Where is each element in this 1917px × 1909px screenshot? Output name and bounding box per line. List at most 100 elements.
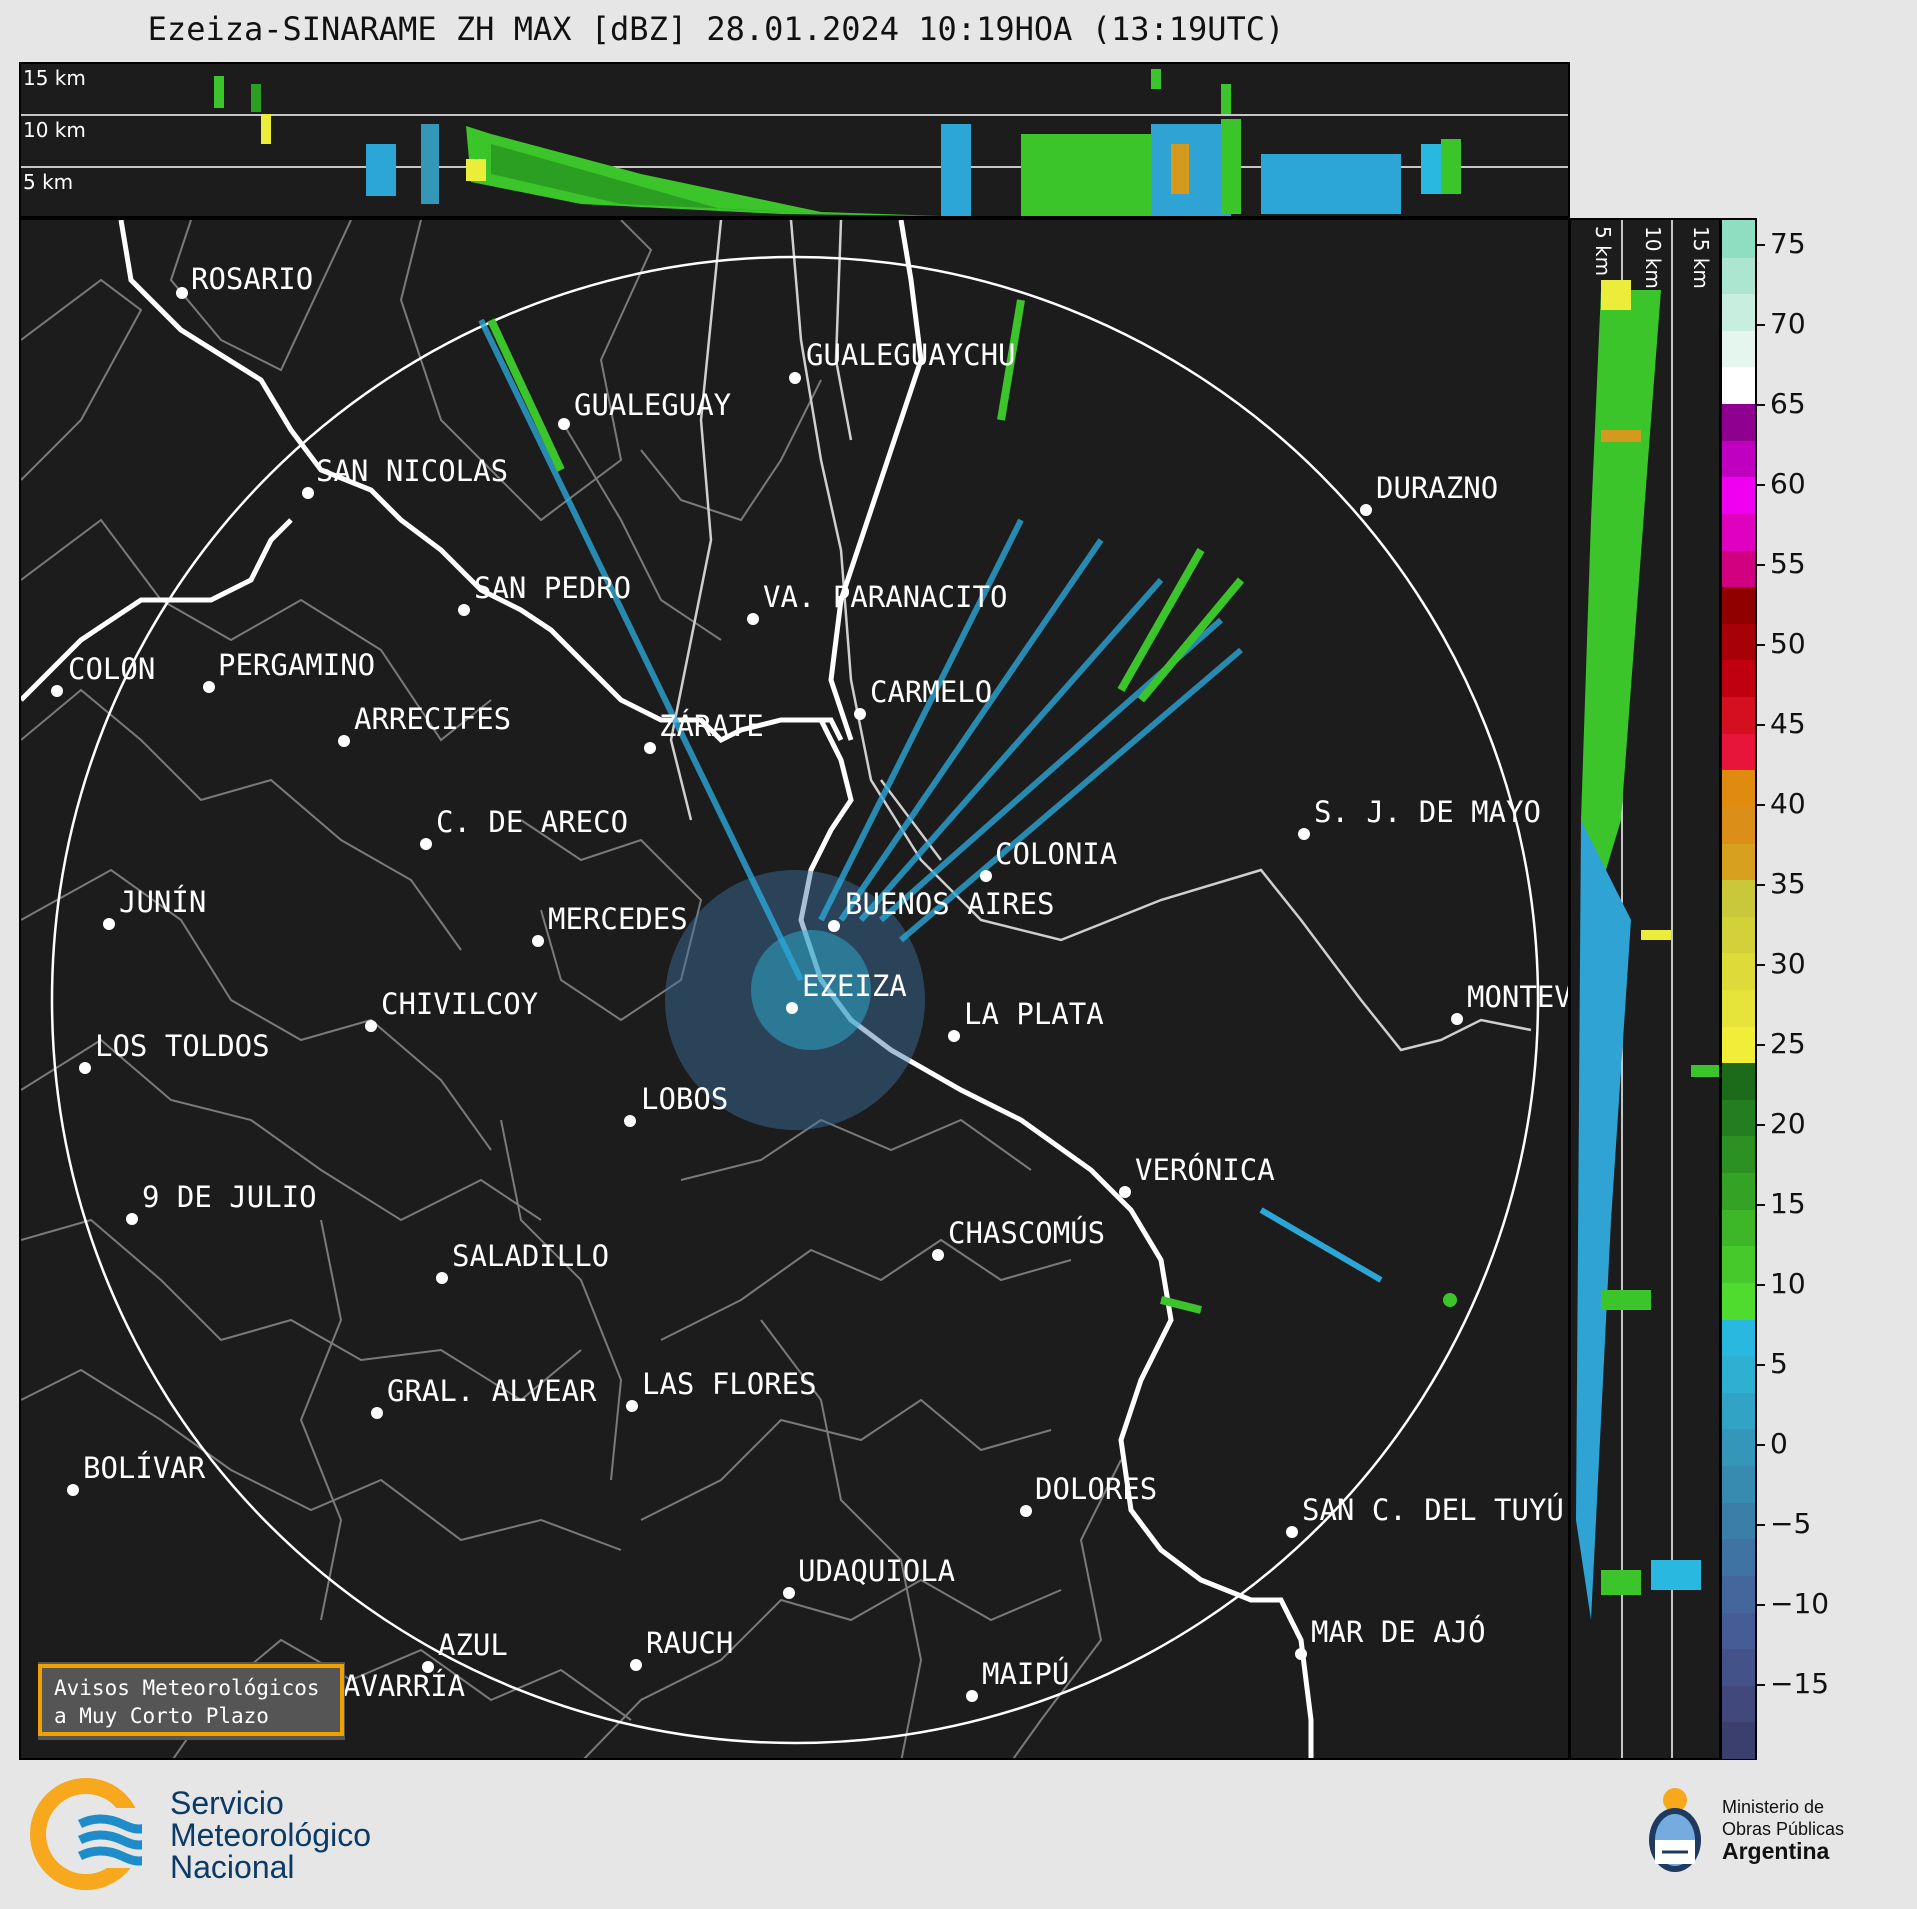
colorbar-segment (1722, 1428, 1755, 1467)
city-label-chascomus: CHASCOMÚS (948, 1216, 1106, 1250)
colorbar-segment (1722, 952, 1755, 990)
city-label-los-toldos: LOS TOLDOS (95, 1029, 270, 1063)
colorbar-segment (1722, 915, 1755, 954)
city-label-zarate: ZÁRATE (659, 709, 764, 743)
city-dot-s-j-de-mayo (1298, 828, 1310, 840)
city-dot-durazno (1360, 504, 1372, 516)
city-label-azul: AZUL (438, 1628, 508, 1662)
city-dot-carmelo (854, 708, 866, 720)
city-dot-arrecifes (338, 735, 350, 747)
city-dot-gualeguay (558, 418, 570, 430)
colorbar-segment (1722, 696, 1755, 734)
colorbar-segment (1722, 769, 1755, 807)
height-label-10km: 10 km (23, 118, 86, 142)
city-dot-bolivar (67, 1484, 79, 1496)
city-label-san-pedro: SAN PEDRO (474, 571, 632, 605)
ministry-line3: Argentina (1722, 1838, 1830, 1864)
city-dot-san-nicolas (302, 487, 314, 499)
colorbar-tick-mark (1757, 1684, 1765, 1686)
avisos-box-bg (38, 1662, 345, 1740)
city-label-ezeiza: EZEIZA (802, 969, 907, 1003)
colorbar-tick-mark (1757, 1524, 1765, 1526)
cross-section-ew-plot (21, 69, 1568, 216)
colorbar-segment (1722, 989, 1755, 1027)
city-label-pergamino: PERGAMINO (218, 648, 376, 682)
colorbar-segment (1722, 1245, 1755, 1283)
dbz-colorbar (1720, 218, 1757, 1760)
colorbar-segment (1722, 1208, 1755, 1247)
colorbar-segment (1722, 659, 1755, 698)
colorbar-tick-label: 60 (1770, 467, 1806, 500)
ministry-line1: Ministerio de (1722, 1797, 1825, 1817)
city-label-9-de-julio: 9 DE JULIO (142, 1180, 317, 1214)
colorbar-tick-label: 35 (1770, 867, 1806, 900)
height-label-10km: 10 km (1641, 226, 1665, 289)
colorbar-segment (1722, 1684, 1755, 1723)
colorbar-segment (1722, 293, 1755, 331)
colorbar-segment (1722, 476, 1755, 514)
city-dot-gral-alvear (371, 1407, 383, 1419)
avisos-line1: Avisos Meteorológicos (54, 1676, 320, 1700)
colorbar-segment (1722, 1318, 1755, 1357)
colorbar-segment (1722, 732, 1755, 771)
avisos-button[interactable]: Avisos Meteorológicos a Muy Corto Plazo (38, 1664, 344, 1736)
city-dot-mercedes (532, 935, 544, 947)
city-label-junin: JUNÍN (119, 885, 207, 919)
colorbar-segment (1722, 1281, 1755, 1320)
city-dot-ezeiza (786, 1002, 798, 1014)
city-label-colonia: COLONIA (995, 837, 1118, 871)
city-dot-los-toldos (79, 1062, 91, 1074)
smn-line3: Nacional (170, 1849, 295, 1885)
colorbar-tick-label: −15 (1770, 1667, 1830, 1700)
colorbar-segment (1722, 879, 1755, 917)
city-label-carmelo: CARMELO (870, 675, 993, 709)
colorbar-tick-mark (1757, 884, 1765, 886)
city-label-gualeguaychu: GUALEGUAYCHU (806, 338, 1016, 372)
height-label-5km: 5 km (1591, 226, 1615, 277)
city-label-gral-alvear: GRAL. ALVEAR (387, 1374, 597, 1408)
city-label-montevideo: MONTEVIDEO (1467, 980, 1568, 1014)
city-label-rauch: RAUCH (646, 1626, 734, 1660)
city-label-la-plata: LA PLATA (964, 997, 1104, 1031)
colorbar-segment (1722, 586, 1755, 624)
colorbar-segment (1722, 512, 1755, 551)
city-label-s-j-de-mayo: S. J. DE MAYO (1314, 795, 1541, 829)
city-dot-rauch (630, 1659, 642, 1671)
colorbar-segment (1722, 1648, 1755, 1686)
city-dot-la-plata (948, 1030, 960, 1042)
city-dot-san-c-del-tuyu (1286, 1526, 1298, 1538)
colorbar-tick-mark (1757, 1044, 1765, 1046)
city-dot-montevideo (1451, 1013, 1463, 1025)
colorbar-segment (1722, 439, 1755, 478)
colorbar-tick-label: 30 (1770, 947, 1806, 980)
smn-wordmark: Servicio Meteorológico Nacional (170, 1787, 371, 1883)
colorbar-tick-mark (1757, 1124, 1765, 1126)
height-label-15km: 15 km (1689, 226, 1713, 289)
city-label-mercedes: MERCEDES (548, 902, 688, 936)
ministry-wordmark: Ministerio de Obras Públicas Argentina (1722, 1796, 1844, 1864)
vertical-cross-section-ns: 5 km 10 km 15 km (1569, 218, 1721, 1760)
colorbar-tick-mark (1757, 324, 1765, 326)
city-dot-dolores (1020, 1505, 1032, 1517)
smn-logo-icon (30, 1778, 142, 1890)
radar-map: ROSARIO GUALEGUAYCHU GUALEGUAY SAN NICOL… (19, 218, 1570, 1760)
colorbar-tick-label: 50 (1770, 627, 1806, 660)
city-dot-colon (51, 685, 63, 697)
city-dot-udaquiola (783, 1587, 795, 1599)
colorbar-segment (1722, 1574, 1755, 1613)
colorbar-segment (1722, 1538, 1755, 1576)
city-label-las-flores: LAS FLORES (642, 1367, 817, 1401)
city-dot-c-de-areco (420, 838, 432, 850)
city-dot-maipu (966, 1690, 978, 1702)
colorbar-segment (1722, 805, 1755, 844)
colorbar-tick-label: 0 (1770, 1427, 1788, 1460)
colorbar-tick-label: 10 (1770, 1267, 1806, 1300)
city-label-arrecifes: ARRECIFES (354, 702, 512, 736)
colorbar-tick-label: −5 (1770, 1507, 1812, 1540)
colorbar-tick-mark (1757, 564, 1765, 566)
city-dot-mar-de-ajo (1295, 1648, 1307, 1660)
city-label-gualeguay: GUALEGUAY (574, 388, 732, 422)
colorbar-segment (1722, 1135, 1755, 1174)
colorbar-segment (1722, 1611, 1755, 1650)
colorbar-segment (1722, 329, 1755, 368)
